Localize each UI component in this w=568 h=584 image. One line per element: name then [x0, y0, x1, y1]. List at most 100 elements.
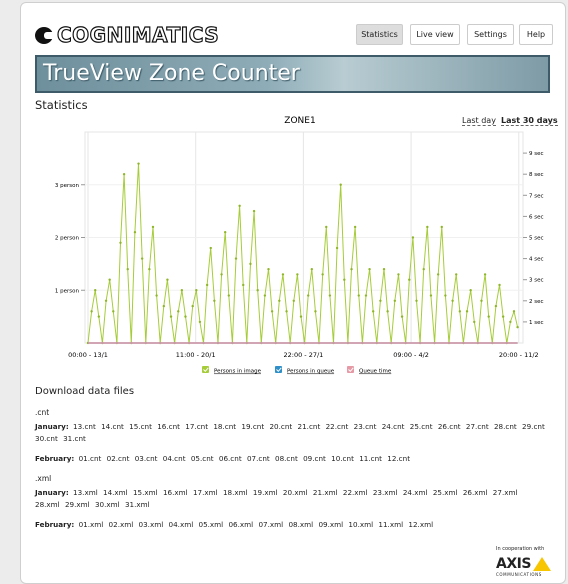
- file-link[interactable]: 11.cnt: [359, 454, 382, 463]
- file-link[interactable]: 20.cnt: [269, 422, 292, 431]
- point: [285, 310, 287, 312]
- file-link[interactable]: 03.xml: [139, 520, 164, 529]
- point: [235, 257, 237, 259]
- point: [166, 279, 168, 281]
- file-link[interactable]: 15.xml: [133, 488, 158, 497]
- file-link[interactable]: 29.cnt: [522, 422, 545, 431]
- point: [513, 310, 515, 312]
- point: [293, 300, 295, 302]
- file-link[interactable]: 07.cnt: [247, 454, 270, 463]
- file-link[interactable]: 12.cnt: [387, 454, 410, 463]
- file-link[interactable]: 26.xml: [463, 488, 488, 497]
- file-link[interactable]: 12.xml: [408, 520, 433, 529]
- file-link[interactable]: 18.xml: [223, 488, 248, 497]
- file-link[interactable]: 06.cnt: [219, 454, 242, 463]
- file-link[interactable]: 25.cnt: [410, 422, 433, 431]
- file-link[interactable]: 25.xml: [433, 488, 458, 497]
- y2-tick-label: 8 sec: [529, 172, 544, 178]
- file-link[interactable]: 22.cnt: [326, 422, 349, 431]
- file-link[interactable]: 14.xml: [103, 488, 128, 497]
- file-link[interactable]: 18.cnt: [213, 422, 236, 431]
- point: [383, 268, 385, 270]
- y-tick-label: 1 person: [55, 288, 80, 294]
- file-link[interactable]: 02.cnt: [107, 454, 130, 463]
- file-link[interactable]: 10.xml: [348, 520, 373, 529]
- x-tick-label: 00:00 - 13/1: [68, 351, 108, 359]
- file-link[interactable]: 27.cnt: [466, 422, 489, 431]
- file-link[interactable]: 28.cnt: [494, 422, 517, 431]
- point: [498, 284, 500, 286]
- file-link[interactable]: 30.cnt: [35, 434, 58, 443]
- file-link[interactable]: 13.xml: [73, 488, 98, 497]
- point: [264, 294, 266, 296]
- file-link[interactable]: 31.cnt: [63, 434, 86, 443]
- file-link[interactable]: 28.xml: [35, 500, 60, 509]
- legend-item: Persons in queue: [275, 366, 335, 375]
- file-link[interactable]: 23.cnt: [354, 422, 377, 431]
- file-link[interactable]: 08.xml: [288, 520, 313, 529]
- point: [253, 210, 255, 212]
- file-link[interactable]: 24.xml: [403, 488, 428, 497]
- month-label: February:: [35, 454, 74, 463]
- file-link[interactable]: 04.cnt: [163, 454, 186, 463]
- file-link[interactable]: 03.cnt: [135, 454, 158, 463]
- format-title: .cnt: [35, 407, 550, 419]
- file-link[interactable]: 21.cnt: [298, 422, 321, 431]
- file-link[interactable]: 10.cnt: [331, 454, 354, 463]
- legend-checkbox[interactable]: [202, 366, 209, 373]
- file-link[interactable]: 19.xml: [253, 488, 278, 497]
- file-link[interactable]: 26.cnt: [438, 422, 461, 431]
- file-link[interactable]: 22.xml: [343, 488, 368, 497]
- point: [473, 321, 475, 323]
- point: [195, 289, 197, 291]
- file-link[interactable]: 05.xml: [199, 520, 224, 529]
- point: [459, 310, 461, 312]
- file-link[interactable]: 01.xml: [79, 520, 104, 529]
- file-link[interactable]: 09.xml: [318, 520, 343, 529]
- file-group: January: 13.xml 14.xml 15.xml 16.xml 17.…: [35, 487, 550, 511]
- file-link[interactable]: 23.xml: [373, 488, 398, 497]
- file-link[interactable]: 27.xml: [493, 488, 518, 497]
- file-link[interactable]: 20.xml: [283, 488, 308, 497]
- legend-checkbox[interactable]: [347, 366, 354, 373]
- x-tick-label: 11:00 - 20/1: [176, 351, 216, 359]
- point: [394, 300, 396, 302]
- downloads-title: Download data files: [35, 386, 134, 397]
- point: [372, 310, 374, 312]
- month-label: January:: [35, 422, 69, 431]
- point: [213, 300, 215, 302]
- file-link[interactable]: 29.xml: [65, 500, 90, 509]
- file-link[interactable]: 16.cnt: [157, 422, 180, 431]
- point: [134, 231, 136, 233]
- file-link[interactable]: 15.cnt: [129, 422, 152, 431]
- point: [228, 294, 230, 296]
- file-link[interactable]: 17.cnt: [185, 422, 208, 431]
- file-link[interactable]: 01.cnt: [79, 454, 102, 463]
- file-link[interactable]: 14.cnt: [101, 422, 124, 431]
- file-link[interactable]: 16.xml: [163, 488, 188, 497]
- point: [191, 305, 193, 307]
- file-link[interactable]: 17.xml: [193, 488, 218, 497]
- point: [415, 300, 417, 302]
- legend-checkbox[interactable]: [275, 366, 282, 373]
- file-link[interactable]: 24.cnt: [382, 422, 405, 431]
- file-link[interactable]: 13.cnt: [73, 422, 96, 431]
- point: [488, 315, 490, 317]
- file-link[interactable]: 06.xml: [228, 520, 253, 529]
- point: [127, 268, 129, 270]
- file-link[interactable]: 30.xml: [95, 500, 120, 509]
- file-link[interactable]: 11.xml: [378, 520, 403, 529]
- file-link[interactable]: 02.xml: [109, 520, 134, 529]
- file-link[interactable]: 21.xml: [313, 488, 338, 497]
- month-label: January:: [35, 488, 69, 497]
- file-link[interactable]: 05.cnt: [191, 454, 214, 463]
- file-link[interactable]: 31.xml: [125, 500, 150, 509]
- file-link[interactable]: 09.cnt: [303, 454, 326, 463]
- file-link[interactable]: 04.xml: [169, 520, 194, 529]
- point: [368, 268, 370, 270]
- legend-item: Persons in image: [202, 366, 262, 375]
- file-link[interactable]: 07.xml: [258, 520, 283, 529]
- file-link[interactable]: 19.cnt: [241, 422, 264, 431]
- page: COGNIMATICS StatisticsLive viewSettingsH…: [0, 0, 568, 584]
- file-link[interactable]: 08.cnt: [275, 454, 298, 463]
